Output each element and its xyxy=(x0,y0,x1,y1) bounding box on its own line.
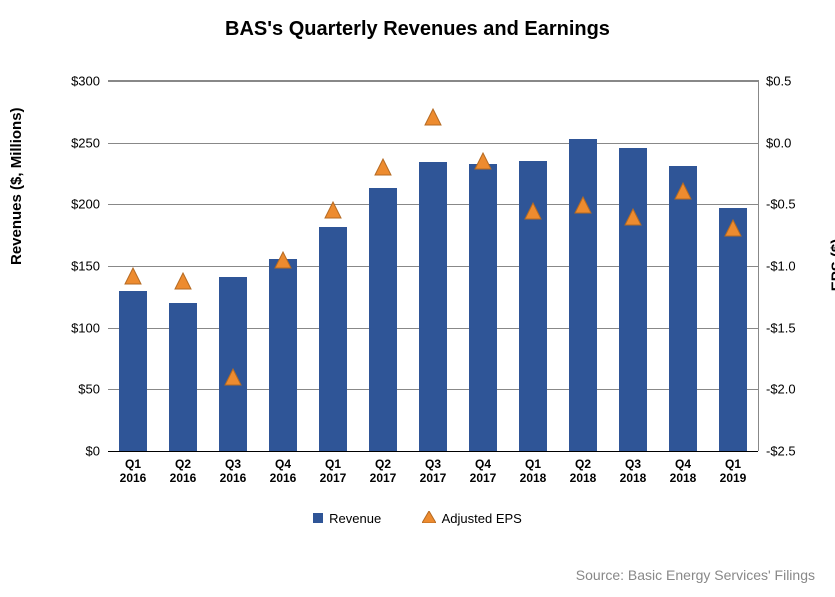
ytick-left: $200 xyxy=(71,197,108,212)
xtick-label: Q12019 xyxy=(720,451,747,486)
legend-item-revenue: Revenue xyxy=(313,511,381,526)
xtick-label: Q32018 xyxy=(620,451,647,486)
ytick-left: $100 xyxy=(71,320,108,335)
ytick-right: -$2.0 xyxy=(758,382,796,397)
source-note: Source: Basic Energy Services' Filings xyxy=(576,567,815,583)
gridline xyxy=(108,81,758,82)
chart-container: BAS's Quarterly Revenues and Earnings Re… xyxy=(0,0,835,597)
xtick-label: Q12017 xyxy=(320,451,347,486)
legend-item-eps: Adjusted EPS xyxy=(422,511,522,526)
revenue-bar xyxy=(469,164,497,451)
legend-label-revenue: Revenue xyxy=(329,511,381,526)
xtick-label: Q22018 xyxy=(570,451,597,486)
legend: Revenue Adjusted EPS xyxy=(0,510,835,528)
plot-area: $0-$2.5$50-$2.0$100-$1.5$150-$1.0$200-$0… xyxy=(108,80,759,451)
revenue-bar xyxy=(569,139,597,451)
ytick-right: -$0.5 xyxy=(758,197,796,212)
revenue-swatch-icon xyxy=(313,513,323,523)
revenue-bar xyxy=(319,227,347,451)
revenue-bar xyxy=(669,166,697,451)
xtick-label: Q22017 xyxy=(370,451,397,486)
revenue-bar xyxy=(269,259,297,451)
ytick-right: $0.5 xyxy=(758,74,791,89)
xtick-label: Q42016 xyxy=(270,451,297,486)
xtick-label: Q42018 xyxy=(670,451,697,486)
revenue-bar xyxy=(419,162,447,451)
ytick-right: -$1.5 xyxy=(758,320,796,335)
revenue-bar xyxy=(619,148,647,451)
revenue-bar xyxy=(219,277,247,451)
revenue-bar xyxy=(169,303,197,451)
gridline xyxy=(108,143,758,144)
legend-label-eps: Adjusted EPS xyxy=(442,511,522,526)
ytick-left: $0 xyxy=(86,444,108,459)
revenue-bar xyxy=(119,291,147,451)
eps-swatch-icon xyxy=(422,511,436,526)
revenue-bar xyxy=(369,188,397,451)
left-axis-label: Revenues ($, Millions) xyxy=(8,107,25,265)
ytick-left: $300 xyxy=(71,74,108,89)
xtick-label: Q22016 xyxy=(170,451,197,486)
xtick-label: Q42017 xyxy=(470,451,497,486)
right-axis-label: EPS ($) xyxy=(829,239,835,292)
xtick-label: Q12018 xyxy=(520,451,547,486)
revenue-bar xyxy=(719,208,747,451)
xtick-label: Q32017 xyxy=(420,451,447,486)
ytick-left: $250 xyxy=(71,135,108,150)
ytick-right: -$1.0 xyxy=(758,259,796,274)
xtick-label: Q32016 xyxy=(220,451,247,486)
ytick-right: -$2.5 xyxy=(758,444,796,459)
ytick-left: $150 xyxy=(71,259,108,274)
chart-title: BAS's Quarterly Revenues and Earnings xyxy=(0,18,835,41)
ytick-left: $50 xyxy=(78,382,108,397)
ytick-right: $0.0 xyxy=(758,135,791,150)
xtick-label: Q12016 xyxy=(120,451,147,486)
